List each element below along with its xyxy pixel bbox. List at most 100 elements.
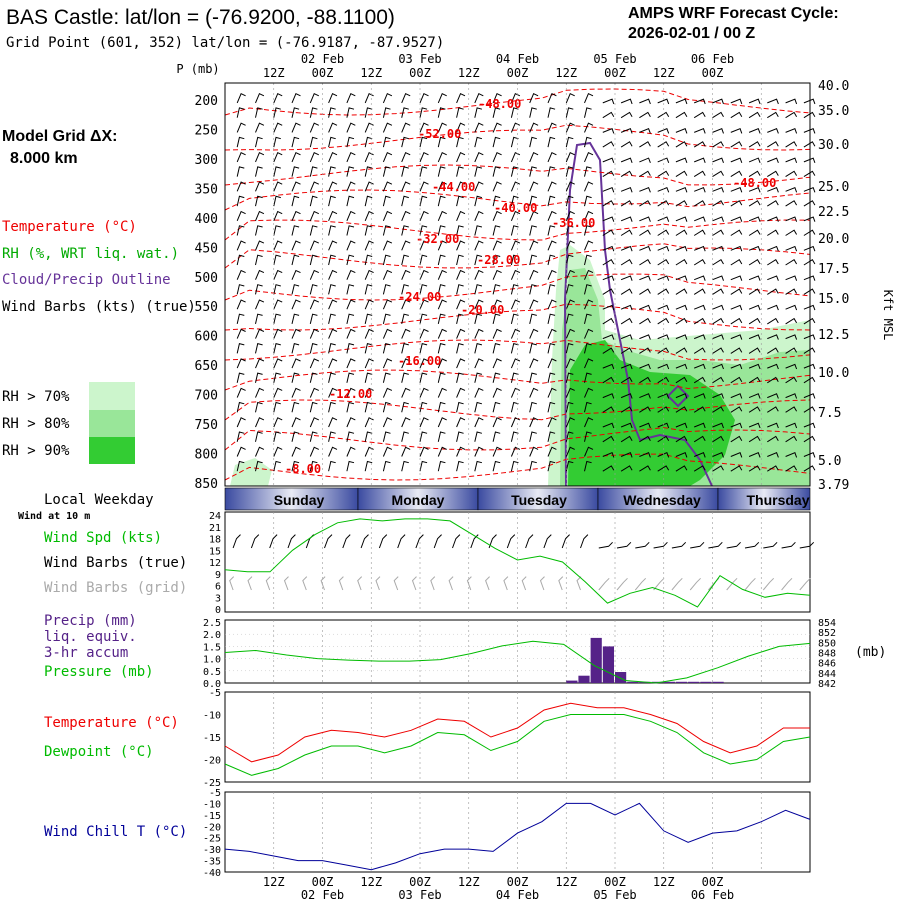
temperature-contour bbox=[224, 273, 811, 301]
wind-barb bbox=[273, 240, 283, 251]
wind-barb bbox=[803, 259, 816, 266]
wind-barb bbox=[657, 334, 670, 340]
wind-barb bbox=[273, 372, 281, 383]
wind-barb bbox=[474, 313, 483, 325]
wind-barb bbox=[401, 417, 411, 428]
wind-barb bbox=[474, 417, 484, 428]
wind-barb bbox=[529, 284, 537, 295]
wind-barb bbox=[419, 313, 428, 325]
height-tick-label: 12.5 bbox=[818, 328, 849, 343]
wind-barb bbox=[474, 107, 483, 118]
wind-barb bbox=[474, 358, 484, 369]
wind-barb bbox=[785, 186, 798, 193]
wind-barb bbox=[785, 170, 798, 178]
grid-wind-barb bbox=[726, 577, 738, 591]
wind-barb bbox=[712, 157, 724, 163]
weekday-cell bbox=[717, 487, 811, 511]
wind-barb bbox=[328, 342, 336, 354]
weekday-strip: Sunday Monday Tuesday Wednesday Thursday bbox=[224, 487, 811, 511]
wind-barb bbox=[492, 93, 502, 104]
wind-barb bbox=[657, 452, 670, 458]
pressure-series bbox=[224, 640, 811, 684]
top-hour-label: 00Z bbox=[409, 66, 431, 80]
wind-barb bbox=[437, 372, 446, 383]
wind-barb bbox=[639, 186, 651, 193]
wind-barb bbox=[602, 170, 615, 178]
wind-barb bbox=[803, 157, 816, 163]
wind-barb bbox=[273, 284, 281, 295]
wind-barb bbox=[492, 107, 501, 118]
legend-wind-speed: Wind Spd (kts) bbox=[44, 530, 162, 546]
wind-barb bbox=[657, 376, 670, 384]
wind-barb bbox=[437, 387, 447, 398]
wind-barb bbox=[675, 393, 688, 399]
wind-barb bbox=[693, 435, 706, 443]
wind-barb bbox=[437, 446, 447, 457]
wind-barb bbox=[602, 376, 615, 384]
weekday-label: Thursday bbox=[746, 492, 809, 508]
wind-barb bbox=[785, 200, 798, 207]
wind-barb bbox=[346, 93, 356, 104]
wind-barb bbox=[767, 170, 779, 178]
wind-barb bbox=[419, 431, 428, 442]
wind-barb bbox=[510, 107, 519, 118]
wind-barb bbox=[529, 181, 539, 192]
wind-barb bbox=[730, 216, 743, 222]
surface-wind-barb bbox=[744, 541, 760, 549]
wind-barb bbox=[529, 313, 537, 325]
height-tick-label: 22.5 bbox=[818, 205, 849, 220]
wind-barb bbox=[657, 435, 670, 443]
cloud-outline-cell bbox=[666, 384, 690, 408]
wind-barb bbox=[474, 254, 483, 266]
wind-barb bbox=[492, 240, 502, 251]
wind-barb bbox=[547, 254, 556, 266]
wind-barb bbox=[748, 111, 761, 119]
wind-barb bbox=[565, 284, 574, 295]
wind-barb bbox=[675, 275, 688, 281]
wind-barb bbox=[565, 122, 575, 133]
wind-barb bbox=[712, 452, 724, 458]
wind-barb bbox=[328, 372, 336, 383]
wind-barb bbox=[639, 435, 651, 443]
temperature-contour-label: -8.00 bbox=[285, 462, 321, 476]
grid-wind-barb bbox=[799, 577, 811, 591]
wind-barb bbox=[639, 347, 651, 354]
wind-barb bbox=[437, 240, 447, 251]
wind-barb bbox=[803, 376, 816, 384]
wind-barb bbox=[437, 210, 447, 221]
wind-ytick-label: 24 bbox=[209, 511, 221, 522]
wind-barb bbox=[675, 186, 688, 193]
grid-wind-barb bbox=[634, 577, 647, 591]
wind-barb bbox=[236, 269, 246, 280]
grid-wind-barb bbox=[671, 577, 683, 591]
wind-barb bbox=[382, 181, 393, 192]
wind-barb bbox=[748, 406, 761, 413]
wind-barb bbox=[565, 195, 574, 207]
wind-barb bbox=[565, 269, 575, 280]
wind-barb bbox=[693, 141, 706, 148]
wind-barb bbox=[803, 363, 816, 370]
precip-bar bbox=[700, 681, 712, 683]
wind-barb bbox=[382, 284, 391, 295]
grid-wind-barb bbox=[430, 576, 436, 591]
wind-barb bbox=[748, 363, 761, 370]
wind-barb bbox=[273, 387, 283, 398]
wind-barb bbox=[639, 259, 651, 266]
wind-barb bbox=[748, 245, 761, 252]
temperature-contour-label: -16.00 bbox=[398, 354, 441, 368]
wind-barb bbox=[291, 431, 300, 442]
wind-barb bbox=[657, 200, 670, 207]
wind-barb bbox=[273, 431, 281, 442]
precip-pressure-panel: 2.52.01.5 1.00.50.0 854852850848846844842… bbox=[44, 613, 886, 690]
wind-barb bbox=[273, 401, 281, 413]
wind-barb bbox=[785, 259, 798, 266]
wind-barb bbox=[803, 186, 816, 193]
precip-bar bbox=[675, 681, 688, 683]
wind-barb bbox=[236, 417, 246, 428]
wind-barb bbox=[657, 186, 670, 193]
wind-barb bbox=[419, 225, 428, 236]
wind-barb bbox=[382, 166, 391, 177]
wind-barb bbox=[730, 304, 743, 311]
wind-barb bbox=[236, 122, 246, 133]
